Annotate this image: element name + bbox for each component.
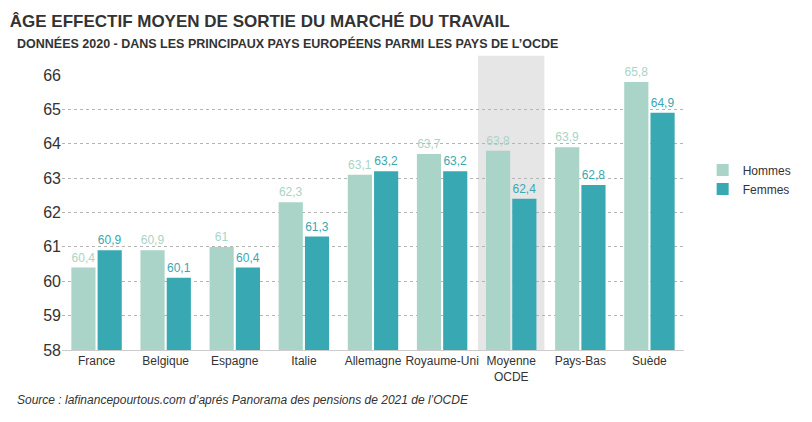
svg-text:61: 61 xyxy=(43,238,61,255)
svg-text:63,2: 63,2 xyxy=(443,154,467,168)
svg-text:66: 66 xyxy=(43,67,61,84)
svg-text:61,3: 61,3 xyxy=(305,220,329,234)
svg-text:63: 63 xyxy=(43,170,61,187)
svg-text:62: 62 xyxy=(43,204,61,221)
svg-text:Source : lafinancepourtous.com: Source : lafinancepourtous.com d’aprés P… xyxy=(17,393,469,407)
svg-text:Espagne: Espagne xyxy=(211,354,259,368)
svg-text:63,1: 63,1 xyxy=(348,158,372,172)
svg-text:58: 58 xyxy=(43,342,61,359)
svg-text:DONNÉES 2020 - DANS LES PRINCI: DONNÉES 2020 - DANS LES PRINCIPAUX PAYS … xyxy=(17,36,558,51)
svg-text:60,4: 60,4 xyxy=(72,251,96,265)
svg-text:60,9: 60,9 xyxy=(98,233,122,247)
svg-text:64,9: 64,9 xyxy=(651,96,675,110)
svg-text:64: 64 xyxy=(43,135,61,152)
svg-text:France: France xyxy=(78,354,116,368)
svg-text:Hommes: Hommes xyxy=(743,164,791,178)
svg-text:63,9: 63,9 xyxy=(555,130,579,144)
svg-text:Royaume-Uni: Royaume-Uni xyxy=(405,354,478,368)
svg-text:Allemagne: Allemagne xyxy=(345,354,402,368)
svg-text:63,8: 63,8 xyxy=(486,134,510,148)
svg-text:Femmes: Femmes xyxy=(743,183,790,197)
svg-text:60: 60 xyxy=(43,273,61,290)
svg-text:62,8: 62,8 xyxy=(582,168,606,182)
svg-text:MoyenneOCDE: MoyenneOCDE xyxy=(487,354,537,384)
svg-text:65,8: 65,8 xyxy=(624,65,648,79)
svg-text:ÂGE EFFECTIF MOYEN DE SORTIE D: ÂGE EFFECTIF MOYEN DE SORTIE DU MARCHÉ D… xyxy=(10,12,510,31)
svg-text:63,2: 63,2 xyxy=(374,154,398,168)
svg-text:63,7: 63,7 xyxy=(417,137,441,151)
svg-text:Pays-Bas: Pays-Bas xyxy=(555,354,606,368)
svg-text:60,1: 60,1 xyxy=(167,261,191,275)
svg-text:62,4: 62,4 xyxy=(513,182,537,196)
svg-text:62,3: 62,3 xyxy=(279,185,303,199)
svg-text:65: 65 xyxy=(43,101,61,118)
svg-text:Suède: Suède xyxy=(632,354,667,368)
svg-text:60,9: 60,9 xyxy=(141,233,165,247)
svg-text:59: 59 xyxy=(43,307,61,324)
svg-text:60,4: 60,4 xyxy=(236,251,260,265)
svg-text:61: 61 xyxy=(215,230,229,244)
svg-text:Italie: Italie xyxy=(291,354,317,368)
svg-text:Belgique: Belgique xyxy=(142,354,189,368)
